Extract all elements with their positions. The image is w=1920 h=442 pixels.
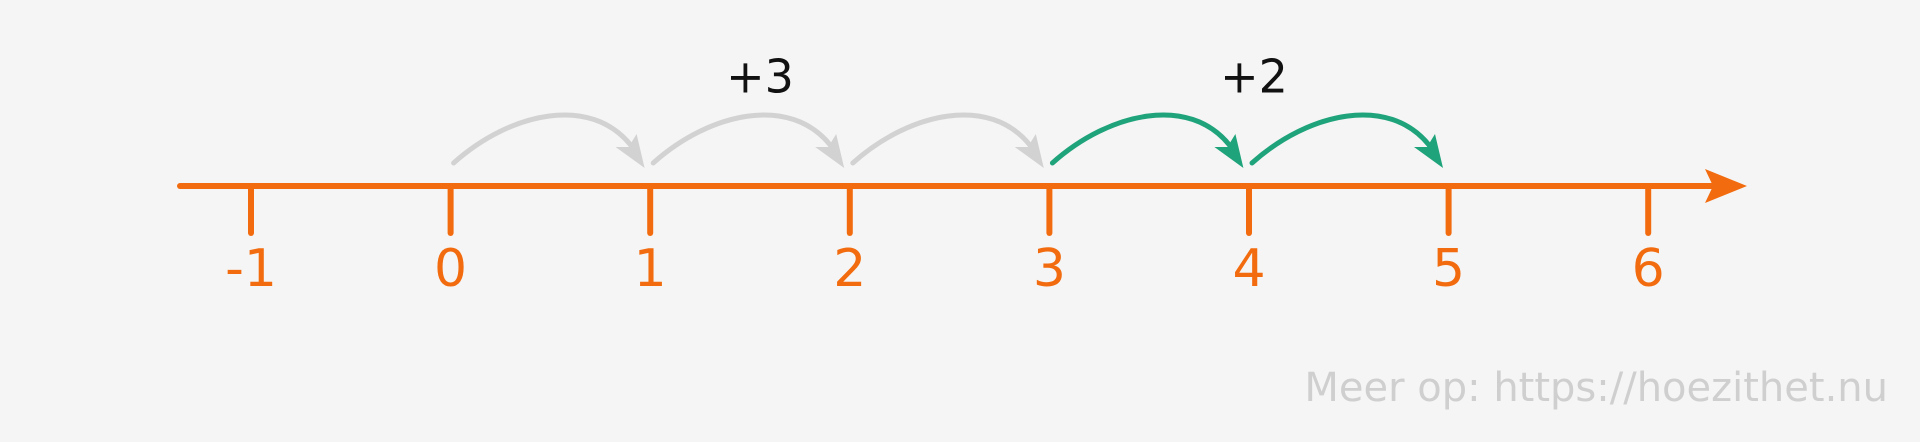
axis-arrowhead [1705, 169, 1747, 203]
tick-label: 3 [1033, 239, 1066, 299]
jump-label: +3 [726, 50, 794, 104]
jump-arrowhead [815, 134, 845, 168]
tick-label: 1 [634, 239, 667, 299]
jump-arc [850, 112, 1033, 166]
jump-arc [650, 112, 833, 166]
jump-arc [1249, 112, 1432, 166]
jump-arrowhead [615, 134, 645, 168]
watermark: Meer op: https://hoezithet.nu [1304, 365, 1888, 411]
jump-arc [451, 112, 634, 166]
tick-label: 0 [434, 239, 467, 299]
tick-label: 6 [1632, 239, 1665, 299]
jump-arrowhead [1214, 134, 1244, 168]
tick-label: 4 [1232, 239, 1265, 299]
jump-arrowhead [1014, 134, 1044, 168]
jump-arc [1049, 112, 1232, 166]
tick-label: -1 [225, 239, 277, 299]
jump-label: +2 [1220, 50, 1288, 104]
tick-label: 5 [1432, 239, 1465, 299]
tick-label: 2 [833, 239, 866, 299]
jump-arrowhead [1414, 134, 1443, 168]
